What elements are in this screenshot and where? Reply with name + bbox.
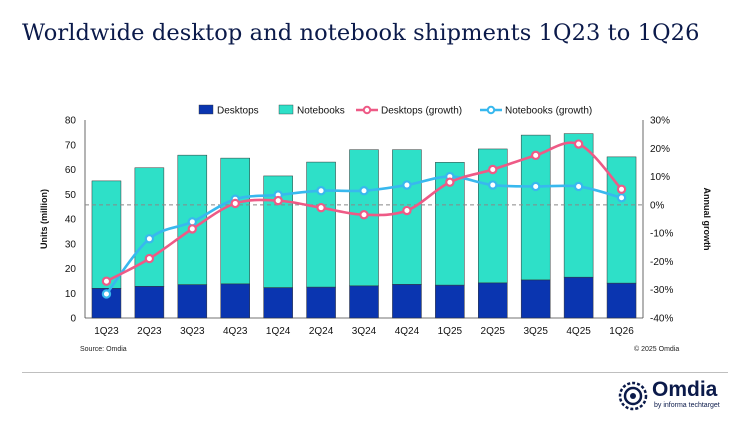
point-notebooks-growth (402, 180, 412, 190)
bar-notebooks (134, 167, 165, 287)
point-notebooks-growth (144, 234, 155, 244)
x-tick-label: 4Q24 (395, 326, 420, 337)
point-desktops-growth (616, 184, 627, 194)
y2-tick-label: -20% (650, 257, 673, 268)
x-tick-label: 2Q25 (481, 326, 506, 337)
y2-tick-label: 30% (650, 116, 670, 127)
point-notebooks-growth (573, 181, 584, 192)
bar-notebooks (563, 133, 594, 278)
bar-desktops (478, 282, 508, 319)
legend-swatch-notebooks (278, 104, 294, 115)
x-tick-label: 4Q23 (223, 326, 248, 337)
bar-desktops (606, 282, 637, 319)
y2-tick-label: -30% (650, 285, 673, 296)
point-desktops-growth (359, 210, 369, 220)
point-notebooks-growth (616, 193, 627, 203)
bar-notebooks (392, 149, 422, 285)
point-notebooks-growth (530, 181, 541, 192)
y-tick-label: 40 (65, 215, 77, 226)
point-notebooks-growth (359, 186, 369, 196)
legend-swatch-desktops (198, 104, 214, 115)
y2-tick-label: 20% (650, 144, 670, 155)
bar-desktops (220, 283, 250, 319)
x-tick-label: 1Q23 (94, 326, 119, 337)
y-axis-title: Units (million) (39, 189, 49, 249)
bar-desktops (306, 286, 336, 319)
bar-notebooks (306, 161, 336, 288)
y2-tick-label: 10% (650, 172, 670, 183)
x-tick-label: 1Q25 (438, 326, 463, 337)
x-tick-label: 3Q23 (180, 326, 205, 337)
chart-title: Worldwide desktop and notebook shipments… (22, 20, 700, 46)
footer-divider (22, 372, 728, 373)
legend-label-notebooks-growth: Notebooks (growth) (505, 106, 592, 117)
y-tick-label: 20 (65, 264, 77, 275)
y2-tick-label: -40% (650, 314, 673, 325)
legend-label-desktops-growth: Desktops (growth) (381, 106, 462, 117)
y2-tick-label: -10% (650, 229, 673, 240)
copyright-note: © 2025 Omdia (634, 346, 680, 353)
y-tick-label: 70 (65, 140, 77, 151)
omdia-logo-icon (618, 381, 648, 411)
y2-tick-label: 0% (650, 200, 665, 211)
x-tick-label: 3Q24 (352, 326, 377, 337)
point-notebooks-growth (488, 180, 498, 190)
x-tick-label: 3Q25 (523, 326, 548, 337)
y-tick-label: 50 (65, 190, 77, 201)
point-desktops-growth (273, 195, 283, 206)
point-desktops-growth (316, 202, 326, 213)
point-desktops-growth (144, 253, 155, 264)
chart-area: 0 10 20 30 40 50 60 70 80 -40% -30% -20% -10% 0% 10% 20… (39, 104, 712, 337)
x-tick-label: 1Q24 (266, 326, 291, 337)
y-tick-label: 60 (65, 165, 77, 176)
point-desktops-growth (573, 139, 584, 149)
point-desktops-growth (230, 198, 240, 209)
x-tick-label: 2Q24 (309, 326, 334, 337)
bar-desktops (177, 284, 208, 319)
bar-desktops (435, 284, 465, 319)
x-tick-label: 4Q25 (566, 326, 591, 337)
point-notebooks-growth (316, 186, 326, 196)
point-desktops-growth (187, 224, 198, 234)
x-tick-label: 2Q23 (137, 326, 162, 337)
point-desktops-growth (402, 205, 412, 216)
legend-label-desktops: Desktops (217, 106, 259, 117)
source-note: Source: Omdia (80, 346, 127, 353)
x-tick-label: 1Q26 (609, 326, 634, 337)
point-desktops-growth (101, 276, 112, 286)
bar-notebooks (220, 157, 250, 285)
bar-desktops (563, 276, 594, 319)
bar-desktops (392, 284, 422, 319)
point-desktops-growth (445, 177, 455, 187)
legend-marker-notebooks-growth (486, 105, 496, 115)
bar-desktops (134, 286, 165, 319)
bar-desktops (349, 285, 379, 319)
y2-axis-title: Annual growth (702, 188, 712, 251)
point-notebooks-growth (101, 289, 112, 299)
brand-name: Omdia (652, 378, 718, 401)
y-tick-label: 80 (65, 116, 77, 127)
y-tick-label: 30 (65, 239, 77, 250)
y-tick-label: 10 (65, 289, 77, 300)
point-desktops-growth (530, 150, 541, 161)
bar-desktops (520, 279, 551, 319)
brand-tagline: by informa techtarget (654, 402, 720, 409)
legend-marker-desktops-growth (362, 105, 372, 115)
bar-desktops (263, 287, 293, 319)
legend-label-notebooks: Notebooks (297, 106, 345, 117)
y-tick-label: 0 (70, 314, 76, 325)
point-desktops-growth (488, 164, 498, 175)
brand-logo: Omdia by informa techtarget (618, 378, 728, 414)
bar-notebooks (91, 180, 122, 289)
